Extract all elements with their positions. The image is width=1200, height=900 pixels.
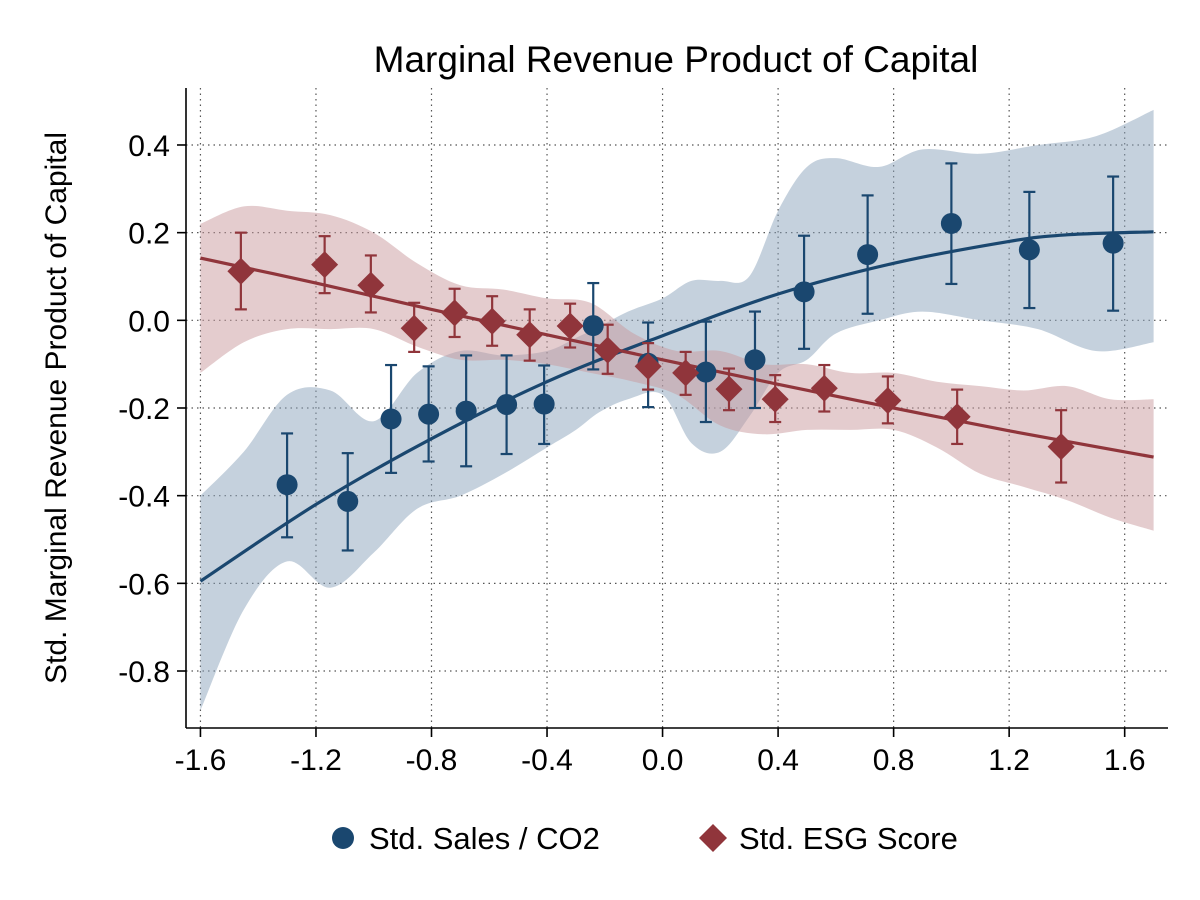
x-tick-label: -1.6 [175,744,227,777]
data-point-diamond [441,299,469,327]
data-point-diamond [715,375,743,403]
data-point-diamond [516,321,544,349]
y-tick-label: -0.8 [118,656,170,689]
y-tick-label: 0.2 [128,218,170,251]
x-tick-label: 0.0 [642,744,684,777]
y-tick-label: -0.6 [118,568,170,601]
fit-line [199,230,1154,583]
data-point-circle [940,212,962,234]
confidence-bands [200,109,1154,711]
data-point-diamond [357,271,385,299]
data-point-diamond [556,312,584,340]
x-tick-label: -0.4 [521,744,573,777]
data-point-diamond [1047,433,1075,461]
data-point-circle [793,281,815,303]
data-point-diamond [227,257,255,285]
data-point-diamond [810,374,838,402]
data-point-circle [533,393,555,415]
axes: -1.6 -1.2 -0.8 -0.4 0.0 0.4 0.8 1.2 1.6 0.4 0.2 0.0… [118,88,1168,777]
y-axis-label: Std. Marginal Revenue Product of Capital [40,132,73,684]
data-point-circle [1018,239,1040,261]
data-points [227,212,1124,512]
data-point-diamond [478,307,506,335]
y-tick-label: 0.0 [128,305,170,338]
data-point-circle [455,400,477,422]
y-tick-label: -0.4 [118,481,170,514]
data-point-circle [695,361,717,383]
x-tick-label: -1.2 [290,744,342,777]
data-point-diamond [761,385,789,413]
fit-line [200,256,1154,459]
data-point-circle [1102,232,1124,254]
legend: Std. Sales / CO2 Std. ESG Score [332,821,958,856]
data-point-circle [744,349,766,371]
data-point-diamond [943,403,971,431]
data-point-circle [380,408,402,430]
y-tick-label: -0.2 [118,393,170,426]
y-tick-label: 0.4 [128,130,170,163]
legend-label: Std. ESG Score [739,821,958,856]
data-point-diamond [400,314,428,342]
data-point-diamond [672,359,700,387]
legend-label: Std. Sales / CO2 [369,821,600,856]
data-point-circle [857,244,879,266]
data-point-circle [418,403,440,425]
data-point-diamond [594,336,622,364]
data-point-diamond [311,251,339,279]
data-point-circle [582,315,604,337]
data-point-diamond [874,387,902,415]
data-point-circle [496,393,518,415]
data-point-circle [276,474,298,496]
legend-marker-circle [332,827,354,849]
x-tick-label: 1.2 [988,744,1030,777]
x-tick-label: 1.6 [1104,744,1146,777]
x-tick-label: -0.8 [406,744,458,777]
data-point-diamond [634,352,662,380]
fit-lines [199,230,1154,583]
legend-marker-diamond [699,824,727,852]
chart-title: Marginal Revenue Product of Capital [374,39,979,80]
data-point-circle [337,490,359,512]
x-tick-label: 0.8 [873,744,915,777]
x-tick-label: 0.4 [757,744,799,777]
